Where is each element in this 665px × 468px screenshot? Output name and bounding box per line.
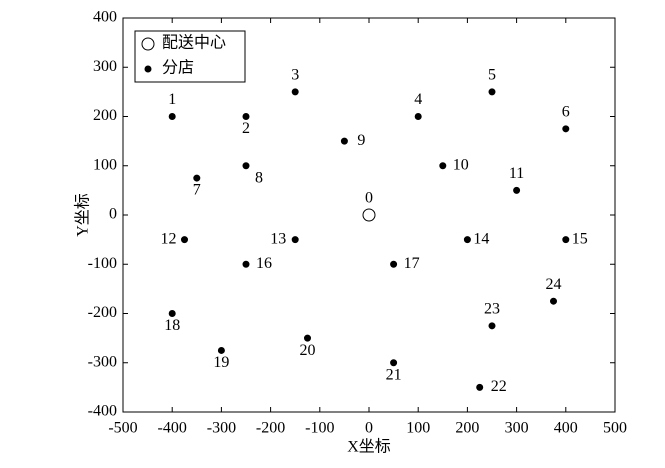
point-label: 10 bbox=[453, 156, 469, 173]
data-point bbox=[362, 208, 376, 222]
data-point bbox=[242, 162, 250, 170]
point-label: 6 bbox=[562, 103, 570, 120]
point-label: 9 bbox=[357, 132, 365, 149]
data-point bbox=[439, 162, 447, 170]
y-tick-label: 300 bbox=[93, 58, 117, 75]
legend-box bbox=[134, 30, 246, 83]
legend-marker bbox=[144, 65, 152, 73]
legend-marker bbox=[141, 37, 155, 51]
point-label: 19 bbox=[213, 354, 229, 371]
x-tick-label: -200 bbox=[256, 420, 285, 437]
point-label: 11 bbox=[509, 165, 524, 182]
point-label: 24 bbox=[546, 276, 562, 293]
point-label: 1 bbox=[168, 91, 176, 108]
legend-label: 分店 bbox=[162, 59, 194, 77]
data-point bbox=[291, 236, 299, 244]
x-tick-label: 200 bbox=[455, 420, 479, 437]
x-tick-label: 500 bbox=[603, 420, 627, 437]
point-label: 17 bbox=[404, 255, 420, 272]
point-label: 23 bbox=[484, 300, 500, 317]
point-label: 18 bbox=[164, 317, 180, 334]
data-point bbox=[242, 260, 250, 268]
data-point bbox=[181, 236, 188, 244]
data-point bbox=[217, 346, 225, 354]
point-label: 3 bbox=[291, 67, 299, 84]
point-label: 14 bbox=[473, 230, 489, 247]
y-tick-label: -200 bbox=[88, 304, 117, 321]
data-point bbox=[550, 297, 557, 305]
x-axis-label: X坐标 bbox=[347, 438, 391, 456]
data-point bbox=[242, 113, 250, 120]
point-label: 20 bbox=[300, 342, 316, 359]
point-label: 2 bbox=[242, 120, 250, 137]
data-point bbox=[562, 125, 570, 133]
data-point bbox=[488, 88, 496, 96]
data-point bbox=[304, 334, 311, 342]
point-label: 22 bbox=[491, 378, 507, 395]
point-label: 13 bbox=[270, 230, 286, 247]
data-point bbox=[168, 113, 176, 120]
x-tick-label: 0 bbox=[365, 420, 373, 437]
point-label: 7 bbox=[193, 182, 201, 199]
data-point bbox=[193, 174, 201, 182]
data-point bbox=[476, 383, 484, 391]
point-label: 15 bbox=[572, 230, 588, 247]
y-tick-label: 200 bbox=[93, 107, 117, 124]
point-label: 12 bbox=[161, 230, 177, 247]
data-point bbox=[513, 186, 521, 194]
point-label: 8 bbox=[255, 169, 263, 186]
point-label: 4 bbox=[414, 91, 422, 108]
y-tick-label: 0 bbox=[109, 206, 117, 223]
x-tick-label: -100 bbox=[305, 420, 334, 437]
data-point bbox=[390, 359, 398, 367]
data-point bbox=[463, 236, 471, 244]
point-label: 0 bbox=[365, 190, 373, 207]
x-tick-label: 400 bbox=[554, 420, 578, 437]
x-tick-label: -500 bbox=[108, 420, 137, 437]
y-tick-label: 400 bbox=[93, 9, 117, 26]
point-label: 16 bbox=[256, 255, 272, 272]
point-label: 5 bbox=[488, 67, 496, 84]
legend-label: 配送中心 bbox=[162, 34, 226, 52]
x-tick-label: 100 bbox=[406, 420, 430, 437]
point-label: 21 bbox=[386, 366, 402, 383]
y-tick-label: 100 bbox=[93, 156, 117, 173]
data-point bbox=[488, 322, 496, 330]
data-point bbox=[340, 137, 348, 145]
x-tick-label: -400 bbox=[158, 420, 187, 437]
data-point bbox=[390, 260, 398, 268]
y-tick-label: -300 bbox=[88, 353, 117, 370]
y-tick-label: -400 bbox=[88, 403, 117, 420]
data-point bbox=[168, 310, 176, 317]
y-tick-label: -100 bbox=[88, 255, 117, 272]
x-tick-label: -300 bbox=[207, 420, 236, 437]
y-axis-label: Y坐标 bbox=[74, 193, 92, 237]
data-point bbox=[291, 88, 299, 96]
data-point bbox=[562, 236, 570, 244]
data-point bbox=[414, 113, 422, 120]
x-tick-label: 300 bbox=[505, 420, 529, 437]
